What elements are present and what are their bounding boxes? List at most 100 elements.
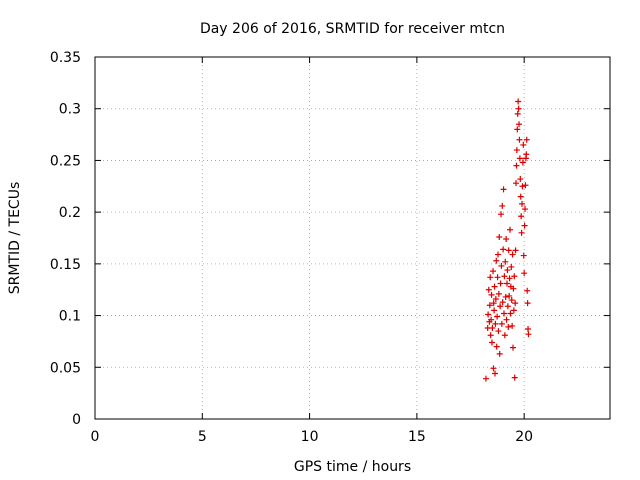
x-tick-label: 15 — [408, 429, 426, 445]
data-point-marker — [504, 303, 511, 310]
data-point-marker — [500, 246, 507, 253]
data-point-marker — [498, 262, 505, 269]
y-tick-label: 0.25 — [50, 153, 81, 169]
data-point-marker — [513, 180, 520, 187]
data-point-marker — [503, 316, 510, 323]
axis-ticks: 0 5 10 15 20 0 0.05 0.1 0.15 0.2 0.25 0.3 0.35 — [50, 50, 610, 445]
data-point-marker — [494, 251, 501, 258]
data-point-marker — [513, 147, 520, 154]
data-point-marker — [501, 273, 508, 280]
data-point-marker — [499, 299, 506, 306]
data-point-marker — [506, 275, 513, 282]
data-point-marker — [500, 310, 507, 317]
x-tick-label: 20 — [515, 429, 533, 445]
data-point-marker — [519, 200, 526, 207]
data-point-marker — [517, 193, 524, 200]
data-points — [482, 98, 532, 382]
data-point-marker — [506, 292, 513, 299]
data-point-marker — [498, 320, 505, 327]
data-point-marker — [494, 274, 501, 281]
data-point-marker — [513, 162, 520, 169]
data-point-marker — [488, 339, 495, 346]
data-point-marker — [516, 155, 523, 162]
y-tick-label: 0.15 — [50, 257, 81, 273]
data-point-marker — [525, 331, 532, 338]
data-point-marker — [507, 226, 514, 233]
data-point-marker — [485, 311, 492, 318]
data-point-marker — [488, 316, 495, 323]
data-point-marker — [493, 257, 500, 264]
x-tick-label: 0 — [91, 429, 100, 445]
data-point-marker — [492, 296, 499, 303]
data-point-marker — [522, 182, 529, 189]
data-point-marker — [500, 186, 507, 193]
data-point-marker — [485, 286, 492, 293]
data-point-marker — [519, 159, 526, 166]
data-point-marker — [511, 273, 518, 280]
data-point-marker — [515, 98, 522, 105]
data-point-marker — [515, 105, 522, 112]
data-point-marker — [491, 283, 498, 290]
data-point-marker — [491, 370, 498, 377]
data-point-marker — [518, 229, 525, 236]
y-tick-label: 0.2 — [59, 205, 81, 221]
data-point-marker — [497, 211, 504, 218]
plot-frame — [94, 56, 611, 420]
data-point-marker — [520, 141, 527, 148]
data-point-marker — [521, 270, 528, 277]
data-point-marker — [489, 324, 496, 331]
data-point-marker — [512, 247, 519, 254]
x-axis-label: GPS time / hours — [294, 459, 411, 475]
data-point-marker — [494, 313, 501, 320]
data-point-marker — [505, 323, 512, 330]
data-point-marker — [487, 332, 494, 339]
data-point-marker — [495, 328, 502, 335]
data-point-marker — [514, 126, 521, 133]
data-point-marker — [524, 287, 531, 294]
data-point-marker — [491, 307, 498, 314]
data-point-marker — [502, 293, 509, 300]
data-point-marker — [516, 121, 523, 128]
y-axis-label: SRMTID / TECUs — [7, 182, 23, 295]
data-point-marker — [504, 280, 510, 287]
data-point-marker — [502, 258, 509, 265]
data-point-marker — [497, 303, 504, 310]
data-point-marker — [510, 344, 517, 351]
y-tick-label: 0.05 — [50, 360, 81, 376]
data-point-marker — [516, 136, 523, 143]
data-point-marker — [510, 285, 517, 292]
x-tick-label: 5 — [198, 429, 207, 445]
data-point-marker — [523, 151, 530, 158]
data-point-marker — [511, 374, 518, 381]
data-point-marker — [488, 291, 495, 298]
y-tick-label: 0.3 — [59, 102, 81, 118]
data-point-marker — [508, 263, 515, 270]
data-point-marker — [510, 307, 517, 314]
data-point-marker — [509, 322, 516, 329]
data-point-marker — [522, 206, 529, 213]
data-point-marker — [497, 280, 504, 287]
data-point-marker — [493, 343, 500, 350]
data-point-marker — [525, 326, 532, 333]
data-point-marker — [518, 213, 525, 220]
chart-title: Day 206 of 2016, SRMTID for receiver mtc… — [200, 21, 505, 37]
data-point-marker — [495, 290, 502, 297]
data-point-marker — [517, 176, 524, 183]
y-tick-label: 0 — [72, 412, 81, 428]
data-point-marker — [501, 332, 508, 339]
data-point-marker — [508, 297, 515, 304]
data-point-marker — [524, 300, 531, 307]
data-point-marker — [496, 350, 503, 357]
data-point-marker — [492, 320, 499, 327]
y-tick-label: 0.35 — [50, 50, 81, 66]
data-point-marker — [490, 365, 497, 372]
data-point-marker — [496, 233, 503, 240]
data-point-marker — [514, 110, 521, 117]
data-point-marker — [520, 252, 527, 259]
data-point-marker — [499, 202, 506, 209]
data-point-marker — [486, 302, 493, 309]
data-point-marker — [505, 247, 512, 254]
y-tick-label: 0.1 — [59, 309, 81, 325]
data-point-marker — [503, 236, 510, 243]
